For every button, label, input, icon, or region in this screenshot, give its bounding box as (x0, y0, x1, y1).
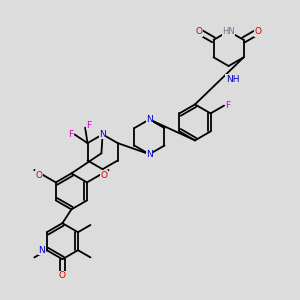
Text: N: N (146, 150, 153, 159)
Text: O: O (35, 171, 42, 180)
Text: O: O (59, 271, 66, 280)
Text: HN: HN (222, 27, 235, 36)
Text: F: F (226, 101, 231, 110)
Text: NH: NH (226, 75, 239, 84)
Text: O: O (101, 171, 108, 180)
Text: O: O (101, 171, 108, 180)
Text: O: O (35, 171, 42, 180)
Text: O: O (254, 27, 262, 36)
Text: N: N (146, 115, 153, 124)
Text: N: N (39, 246, 45, 255)
Text: O: O (196, 27, 203, 36)
Text: F: F (86, 121, 91, 130)
Text: F: F (68, 130, 73, 139)
Text: N: N (99, 130, 106, 139)
